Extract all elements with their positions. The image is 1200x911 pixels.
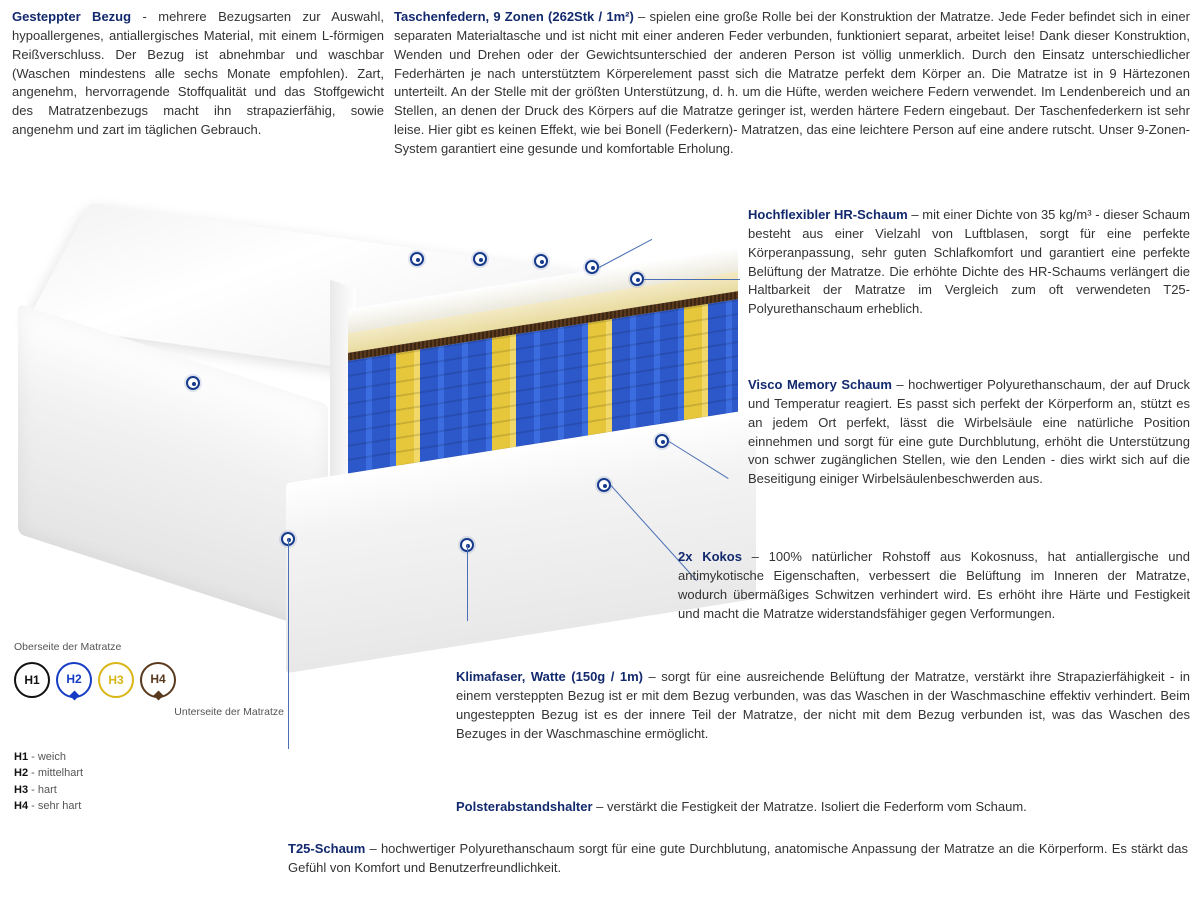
section-klimafaser: Klimafaser, Watte (150g / 1m) – sorgt fü…	[456, 668, 1190, 743]
section-text: mehrere Bezugsarten zur Auswahl, hypoall…	[12, 9, 384, 137]
section-title: Taschenfedern, 9 Zonen (262Stk / 1m²)	[394, 9, 634, 24]
section-text: hochwertiger Polyurethanschaum sorgt für…	[288, 841, 1188, 875]
callout-marker	[655, 434, 669, 448]
section-title: Klimafaser, Watte (150g / 1m)	[456, 669, 643, 684]
callout-marker	[630, 272, 644, 286]
section-text: mit einer Dichte von 35 kg/m³ - dieser S…	[748, 207, 1190, 316]
section-text: spielen eine große Rolle bei der Konstru…	[394, 9, 1190, 156]
section-title: 2x Kokos	[678, 549, 742, 564]
callout-marker	[410, 252, 424, 266]
section-title: T25-Schaum	[288, 841, 365, 856]
section-text: hochwertiger Polyurethanschaum, der auf …	[748, 377, 1190, 486]
callout-marker	[585, 260, 599, 274]
section-t25: T25-Schaum – hochwertiger Polyurethansch…	[288, 840, 1188, 878]
section-springs: Taschenfedern, 9 Zonen (262Stk / 1m²) – …	[394, 8, 1190, 159]
hardness-list: H1 - weich H2 - mittelhart H3 - hart H4 …	[14, 749, 284, 815]
section-hr-foam: Hochflexibler HR-Schaum – mit einer Dich…	[748, 206, 1190, 319]
section-title: Gesteppter Bezug	[12, 9, 131, 24]
section-title: Polsterabstandshalter	[456, 799, 593, 814]
section-title: Hochflexibler HR-Schaum	[748, 207, 908, 222]
firmness-circle: H1	[14, 662, 50, 698]
section-text: verstärkt die Festigkeit der Matratze. I…	[607, 799, 1027, 814]
section-polster: Polsterabstandshalter – verstärkt die Fe…	[456, 798, 1190, 817]
section-kokos: 2x Kokos – 100% natürlicher Rohstoff aus…	[678, 548, 1190, 623]
section-cover: Gesteppter Bezug - mehrere Bezugsarten z…	[12, 8, 384, 140]
callout-marker	[186, 376, 200, 390]
callout-marker	[473, 252, 487, 266]
legend-top-label: Oberseite der Matratze	[14, 641, 121, 653]
mattress-illustration	[18, 208, 738, 628]
firmness-legend: Oberseite der Matratze H1 H2 H3 H4 Unter…	[14, 640, 284, 815]
dash: –	[634, 9, 650, 24]
dash: -	[131, 9, 158, 24]
callout-marker	[534, 254, 548, 268]
section-title: Visco Memory Schaum	[748, 377, 892, 392]
section-visco: Visco Memory Schaum – hochwertiger Polyu…	[748, 376, 1190, 489]
callout-marker	[597, 478, 611, 492]
firmness-circle: H3	[98, 662, 134, 698]
legend-bottom-label: Unterseite der Matratze	[174, 706, 284, 718]
